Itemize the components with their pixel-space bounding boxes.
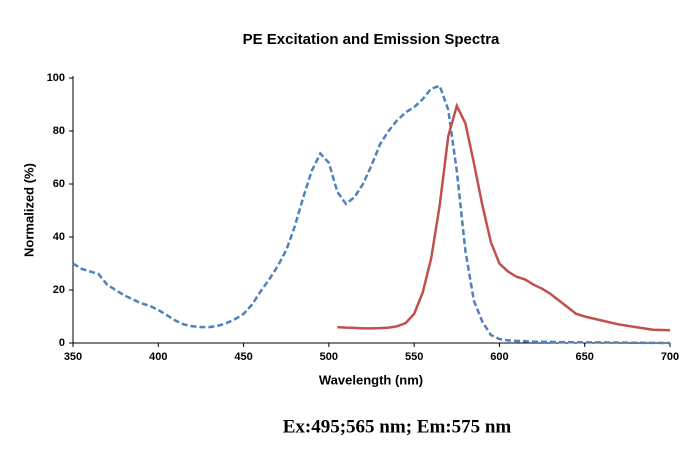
caption: Ex:495;565 nm; Em:575 nm xyxy=(283,416,512,437)
x-tick-label: 650 xyxy=(576,351,594,363)
y-axis-label: Normalized (%) xyxy=(21,163,36,257)
y-tick-label: 60 xyxy=(53,178,65,190)
x-tick-label: 600 xyxy=(490,351,508,363)
x-tick-label: 550 xyxy=(405,351,423,363)
series-line xyxy=(337,102,671,332)
y-tick-label: 20 xyxy=(53,284,65,296)
x-tick-label: 400 xyxy=(149,351,167,363)
x-tick-label: 700 xyxy=(661,351,679,363)
y-tick-label: 40 xyxy=(53,231,65,243)
y-tick-label: 100 xyxy=(47,72,65,84)
y-tick-label: 80 xyxy=(53,125,65,137)
y-tick-label: 0 xyxy=(59,337,65,349)
chart-title: PE Excitation and Emission Spectra xyxy=(243,31,500,48)
x-tick-label: 500 xyxy=(320,351,338,363)
x-tick-label: 450 xyxy=(234,351,252,363)
x-tick-label: 350 xyxy=(64,351,82,363)
series-line xyxy=(72,84,671,345)
x-axis-label: Wavelength (nm) xyxy=(319,372,423,387)
